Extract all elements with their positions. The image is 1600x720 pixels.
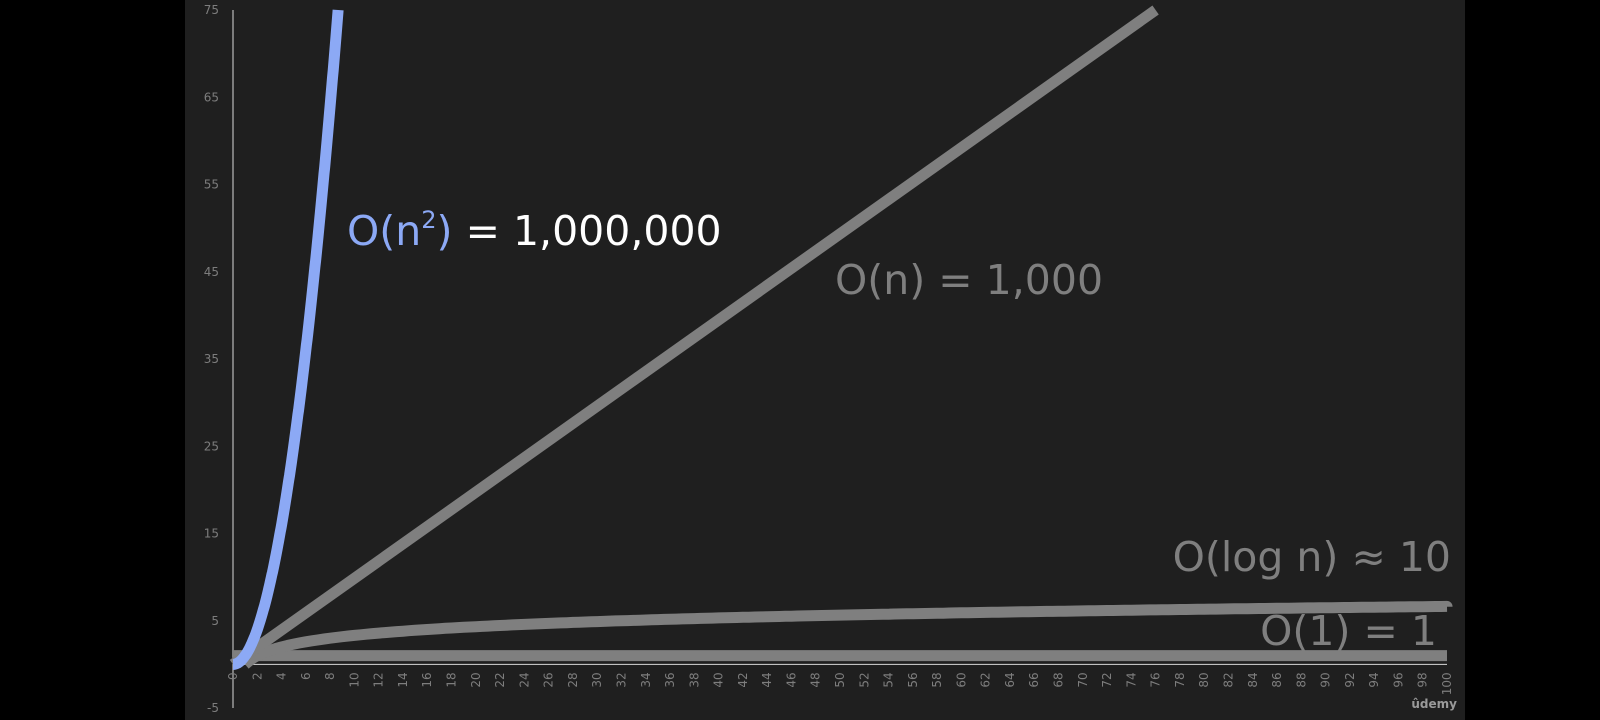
y-tick-label: -5 <box>207 701 219 715</box>
x-tick-label: 86 <box>1270 672 1284 687</box>
x-tick-label: 34 <box>639 672 653 687</box>
x-tick-label: 66 <box>1027 672 1041 687</box>
x-tick-label: 98 <box>1416 672 1430 687</box>
annotation-quadratic-value: = 1,000,000 <box>453 207 722 255</box>
y-tick-label: 25 <box>204 439 219 453</box>
x-tick-label: 56 <box>906 672 920 687</box>
x-tick-label: 24 <box>517 672 531 687</box>
x-tick-label: 62 <box>979 672 993 687</box>
x-tick-label: 8 <box>323 672 337 680</box>
y-tick-label: 75 <box>204 3 219 17</box>
annotation-quadratic-exponent: 2 <box>421 206 436 234</box>
x-tick-label: 88 <box>1294 672 1308 687</box>
x-tick-label: 74 <box>1124 672 1138 687</box>
series-lines <box>228 5 1453 670</box>
letterbox-left <box>0 0 185 720</box>
y-tick-label: 15 <box>204 527 219 541</box>
x-tick-label: 38 <box>687 672 701 687</box>
x-tick-label: 44 <box>760 672 774 687</box>
x-tick-label: 70 <box>1076 672 1090 687</box>
x-tick-label: 82 <box>1221 672 1235 687</box>
series-linear-line <box>229 5 1159 669</box>
x-tick-label: 18 <box>445 672 459 687</box>
annotation-quadratic-close: ) <box>437 207 453 255</box>
x-tick-label: 72 <box>1100 672 1114 687</box>
udemy-watermark: ûdemy <box>1411 697 1457 711</box>
y-tick-label: 35 <box>204 352 219 366</box>
x-tick-label: 80 <box>1197 672 1211 687</box>
x-tick-label: 4 <box>275 672 289 680</box>
x-tick-label: 0 <box>226 672 240 680</box>
x-tick-label: 6 <box>299 672 313 680</box>
annotation-constant: O(1) = 1 <box>1260 607 1437 655</box>
x-tick-label: 20 <box>469 672 483 687</box>
letterbox-right <box>1465 0 1600 720</box>
annotation-linear: O(n) = 1,000 <box>835 256 1103 304</box>
x-tick-label: 48 <box>809 672 823 687</box>
series-logarithmic-line <box>241 600 1453 669</box>
chart-slide: 75 65 55 45 35 25 15 5 -5 0 2 4 6 8 10 12 14 16 18 20 22 24 26… <box>185 0 1465 720</box>
x-tick-label: 54 <box>882 672 896 687</box>
annotation-quadratic: O(n2) = 1,000,000 <box>347 206 722 255</box>
x-tick-label: 46 <box>784 672 798 687</box>
x-tick-label: 76 <box>1149 672 1163 687</box>
x-tick-label: 92 <box>1343 672 1357 687</box>
x-tick-label: 50 <box>833 672 847 687</box>
x-tick-label: 40 <box>712 672 726 687</box>
x-tick-label: 94 <box>1367 672 1381 687</box>
y-tick-label: 45 <box>204 265 219 279</box>
x-tick-label: 28 <box>566 672 580 687</box>
x-tick-label: 84 <box>1246 672 1260 687</box>
x-tick-label: 2 <box>250 672 264 680</box>
x-tick-label: 64 <box>1003 672 1017 687</box>
y-tick-label: 55 <box>204 178 219 192</box>
axes <box>232 10 1447 708</box>
x-tick-label: 26 <box>542 672 556 687</box>
y-tick-label: 65 <box>204 90 219 104</box>
x-tick-label: 60 <box>954 672 968 687</box>
x-tick-label: 32 <box>614 672 628 687</box>
x-tick-label: 58 <box>930 672 944 687</box>
x-tick-label: 22 <box>493 672 507 687</box>
x-tick-label: 100 <box>1440 672 1454 695</box>
series-quadratic-line <box>228 6 344 670</box>
x-tick-label: 12 <box>372 672 386 687</box>
x-tick-label: 36 <box>663 672 677 687</box>
y-tick-label: 5 <box>211 614 219 628</box>
x-tick-label: 90 <box>1319 672 1333 687</box>
annotation-logarithmic: O(log n) ≈ 10 <box>1173 533 1451 581</box>
x-tick-label: 68 <box>1052 672 1066 687</box>
x-tick-label: 52 <box>857 672 871 687</box>
x-tick-label: 78 <box>1173 672 1187 687</box>
x-tick-label: 42 <box>736 672 750 687</box>
x-tick-label: 10 <box>347 672 361 687</box>
x-tick-label: 16 <box>420 672 434 687</box>
annotation-quadratic-label: O(n <box>347 207 421 255</box>
x-tick-label: 96 <box>1391 672 1405 687</box>
x-tick-label: 14 <box>396 672 410 687</box>
x-tick-label: 30 <box>590 672 604 687</box>
